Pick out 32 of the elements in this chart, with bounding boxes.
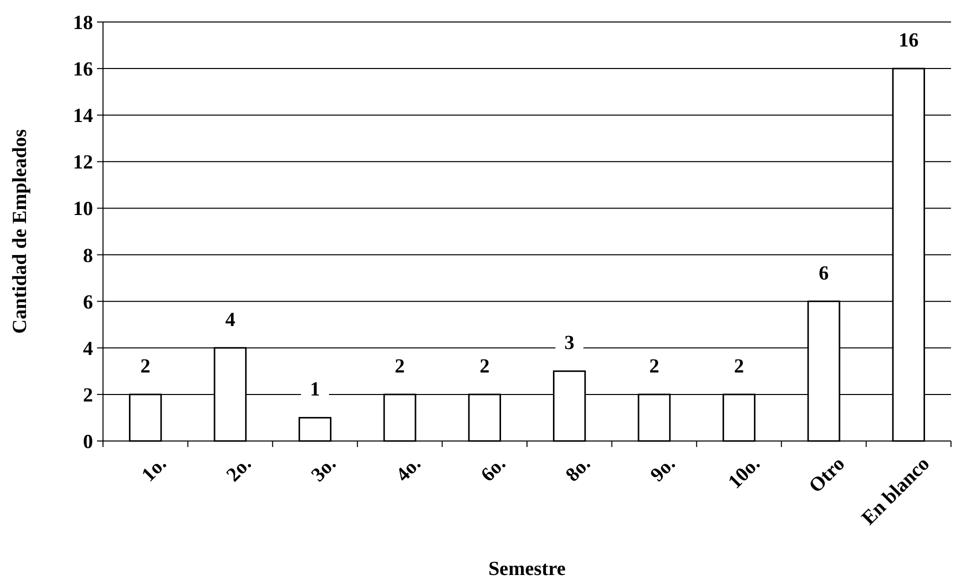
- x-tick-label: 9o.: [646, 452, 680, 486]
- y-tick-label: 6: [83, 291, 93, 314]
- x-tick-label: 6o.: [476, 452, 510, 486]
- x-tick-label: 10o.: [724, 452, 764, 494]
- data-label: 1: [310, 378, 320, 401]
- x-tick-label: 2o.: [222, 452, 256, 486]
- y-tick-label: 16: [73, 58, 93, 81]
- x-tick-label: 3o.: [307, 452, 340, 486]
- data-label: 6: [818, 262, 829, 284]
- data-label: 2: [480, 355, 490, 378]
- data-label: 2: [394, 355, 405, 378]
- y-tick-label: 18: [73, 12, 93, 34]
- data-label: 4: [225, 308, 236, 331]
- y-tick-label: 4: [83, 338, 93, 360]
- y-tick-label: 12: [73, 152, 93, 174]
- y-axis-title: Cantidad de Empleados: [9, 129, 31, 334]
- x-axis-title: Semestre: [488, 558, 566, 580]
- y-tick-label: 14: [73, 105, 93, 128]
- y-tick-label: 10: [73, 198, 93, 220]
- data-label: 2: [734, 355, 744, 378]
- x-tick-label: 1o.: [138, 452, 171, 486]
- y-tick-label: 0: [83, 431, 93, 453]
- data-label: 2: [649, 355, 660, 378]
- y-tick-label: 8: [83, 244, 93, 267]
- x-tick-label: 8o.: [562, 452, 595, 486]
- y-tick-label: 2: [83, 384, 93, 406]
- bar: [298, 416, 332, 442]
- x-tick-label: 4o.: [392, 452, 426, 486]
- data-label: 2: [140, 355, 150, 378]
- data-label: 3: [564, 332, 574, 354]
- data-label: 16: [898, 30, 919, 52]
- x-tick-label: Otro: [804, 452, 850, 498]
